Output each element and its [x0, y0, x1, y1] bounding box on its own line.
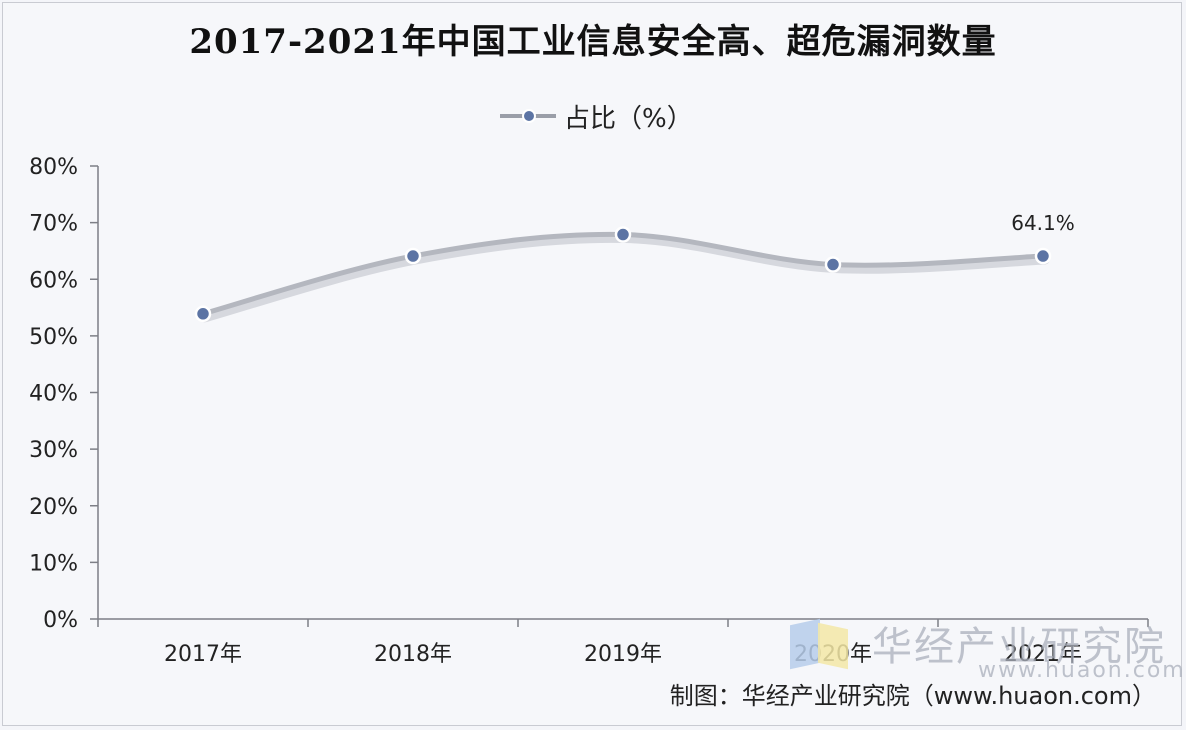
y-tick-label: 60% — [29, 268, 78, 293]
x-tick-label: 2021年 — [1004, 642, 1082, 667]
x-tick-label: 2019年 — [584, 642, 662, 667]
data-point — [824, 256, 842, 273]
y-tick-label: 20% — [29, 495, 78, 520]
y-tick-label: 40% — [29, 382, 78, 407]
x-tick-label: 2018年 — [374, 642, 452, 667]
data-point — [614, 226, 632, 243]
legend-marker — [522, 109, 536, 123]
y-tick-label: 10% — [29, 551, 78, 576]
chart-title: 2017-2021年中国工业信息安全高、超危漏洞数量 — [189, 22, 997, 62]
x-tick-label: 2020年 — [794, 642, 872, 667]
y-tick-label: 70% — [29, 212, 78, 237]
y-tick-label: 80% — [29, 155, 78, 180]
legend-swatch — [500, 109, 556, 123]
data-point — [1034, 247, 1052, 265]
y-tick-label: 30% — [29, 438, 78, 463]
source-note: 制图：华经产业研究院（www.huaon.com） — [669, 682, 1156, 710]
y-tick-label: 0% — [43, 608, 78, 633]
x-tick-label: 2017年 — [164, 642, 242, 667]
data-point — [194, 305, 212, 323]
data-point — [404, 247, 422, 265]
legend-label: 占比（%） — [564, 103, 693, 134]
legend: 占比（%） — [500, 96, 693, 136]
series-line — [200, 231, 1046, 317]
y-tick-label: 50% — [29, 325, 78, 350]
data-label: 64.1% — [1011, 211, 1075, 235]
